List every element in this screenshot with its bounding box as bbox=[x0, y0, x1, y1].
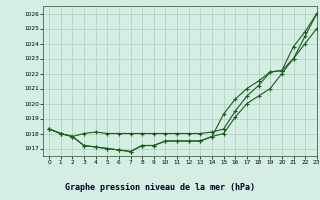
Text: Graphe pression niveau de la mer (hPa): Graphe pression niveau de la mer (hPa) bbox=[65, 183, 255, 192]
